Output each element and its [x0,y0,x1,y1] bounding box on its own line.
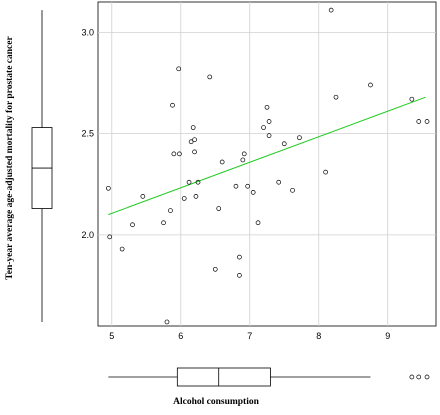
data-point [328,7,334,13]
data-point [237,273,242,278]
data-point [237,254,242,260]
data-point [424,119,430,124]
data-point [240,157,246,163]
x-tick-label: 6 [178,331,183,341]
data-point [140,194,146,199]
x-tick-label: 7 [247,331,252,341]
data-point [192,149,197,155]
data-point [368,82,373,88]
data-point [171,151,177,157]
data-point [290,187,295,193]
x-tick-label: 8 [316,331,321,341]
data-point [168,208,173,213]
data-point [193,194,199,199]
x-tick-label: 5 [109,331,114,341]
data-point [233,183,239,189]
data-point [409,96,415,102]
data-point [207,74,213,80]
x-axis-title: Alcohol consumption [173,397,259,407]
data-point [255,220,261,226]
data-point [416,119,422,124]
y-axis-ticks: 2.0 2.5 3.0 [81,27,94,240]
x-boxplot [108,367,430,387]
data-point [266,133,272,138]
data-point [266,119,272,124]
grid [98,2,436,326]
data-point [219,159,225,165]
x-boxplot-outlier [416,374,422,380]
data-point [297,135,302,141]
data-point [161,220,166,226]
trend-line [108,96,426,216]
plot-frame [97,1,437,327]
data-point [192,137,197,143]
data-point [170,102,175,108]
data-point [216,206,222,211]
data-point [241,151,247,157]
y-tick-label: 3.0 [81,27,94,37]
y-axis-title: Ten-year average age-adjusted mortality … [5,36,15,280]
y-tick-label: 2.0 [81,230,94,240]
data-point [245,183,251,189]
data-points [105,7,430,325]
data-point [250,190,256,195]
y-boxplot [31,10,53,322]
data-point [107,234,113,240]
data-point [188,139,194,145]
data-point [130,222,135,228]
data-point [186,179,192,185]
data-point [190,125,196,130]
data-point [212,266,218,272]
y-tick-label: 2.5 [81,129,94,139]
data-point [264,104,270,110]
x-boxplot-box [176,367,271,387]
x-boxplot-outlier [424,374,430,380]
data-point [177,151,182,157]
data-point [261,125,266,130]
data-point [164,319,170,325]
data-point [323,169,328,175]
x-boxplot-outlier [409,374,415,380]
data-point [281,141,287,147]
data-point [333,94,339,100]
data-point [105,185,111,191]
data-point [195,179,201,185]
x-tick-label: 9 [385,331,390,341]
data-point [181,196,187,201]
data-point [119,246,125,252]
x-axis-ticks: 5 6 7 8 9 [109,331,390,341]
data-point [276,179,282,185]
data-point [176,66,182,72]
